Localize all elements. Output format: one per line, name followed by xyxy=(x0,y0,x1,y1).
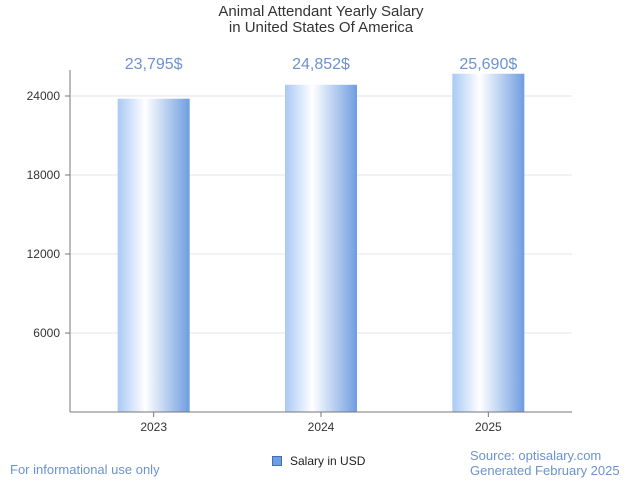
value-label-2023: 23,795$ xyxy=(125,56,183,73)
generated-text: Generated February 2025 xyxy=(470,463,620,478)
bar-2025 xyxy=(452,73,525,412)
y-tick-label-18000: 18000 xyxy=(27,168,61,182)
bar-2024 xyxy=(285,84,357,413)
y-tick-label-12000: 12000 xyxy=(27,247,61,261)
x-tick-label-2025: 2025 xyxy=(475,420,502,434)
legend-swatch-icon xyxy=(272,456,282,466)
x-tick-label-2023: 2023 xyxy=(140,420,167,434)
chart-title-line-2: in United States Of America xyxy=(228,19,414,36)
y-tick-label-24000: 24000 xyxy=(27,89,61,103)
legend-label: Salary in USD xyxy=(290,454,366,468)
value-label-2025: 25,690$ xyxy=(459,56,517,73)
chart-title-line-1: Animal Attendant Yearly Salary xyxy=(218,3,424,20)
value-label-2024: 24,852$ xyxy=(292,56,350,73)
disclaimer-text: For informational use only xyxy=(10,462,160,477)
source-text: Source: optisalary.com xyxy=(470,448,602,463)
x-tick-label-2024: 2024 xyxy=(308,420,335,434)
y-tick-label-6000: 6000 xyxy=(33,326,60,340)
chart-legend: Salary in USD xyxy=(272,454,365,468)
bar-2023 xyxy=(117,98,190,413)
